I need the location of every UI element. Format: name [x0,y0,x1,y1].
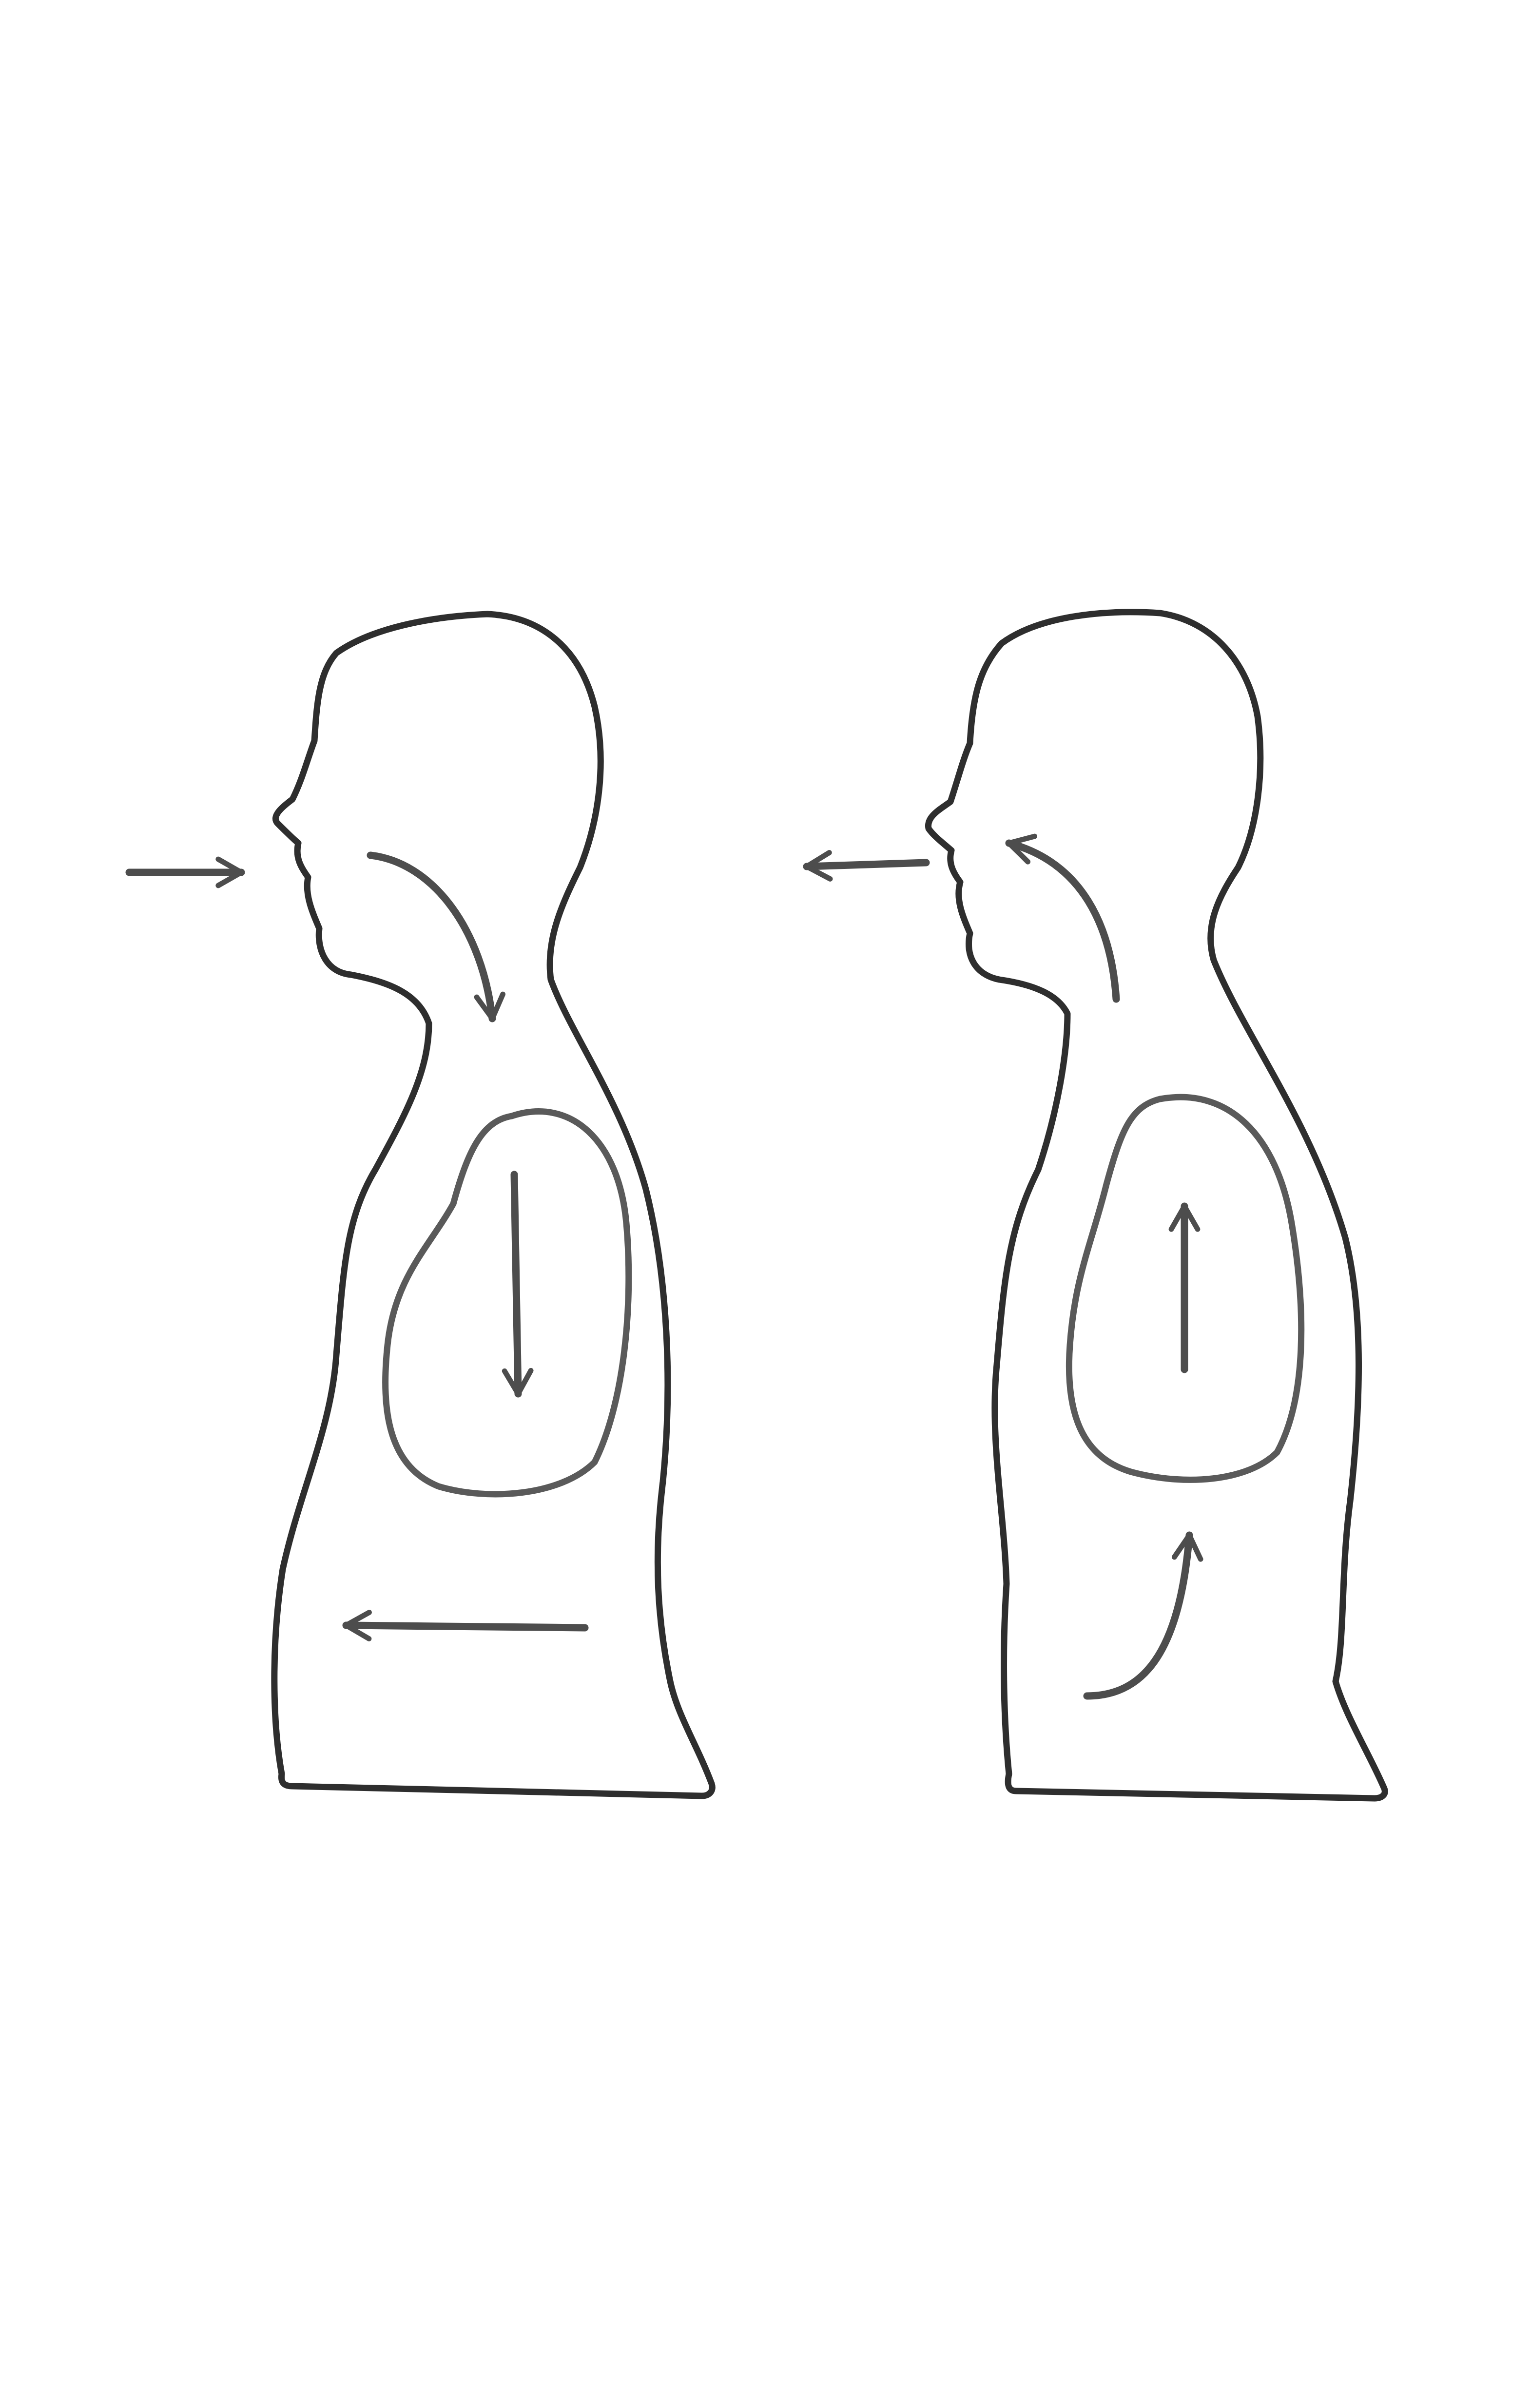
exhale-lung [1066,1094,1305,1483]
inhale-figure [125,611,716,1799]
inhale-abdomen-arrow [342,1610,589,1641]
inhale-airway-arrow [367,851,505,1022]
inhale-body-outline [271,611,716,1799]
exhale-nose-arrow [803,850,930,882]
inhale-lung-down-arrow [502,1171,534,1398]
exhale-figure [803,609,1388,1802]
inhale-lung [382,1108,632,1498]
exhale-airway-arrow [1005,833,1120,1003]
exhale-body-outline [925,609,1388,1802]
exhale-abdomen-arrow [1083,1531,1203,1700]
